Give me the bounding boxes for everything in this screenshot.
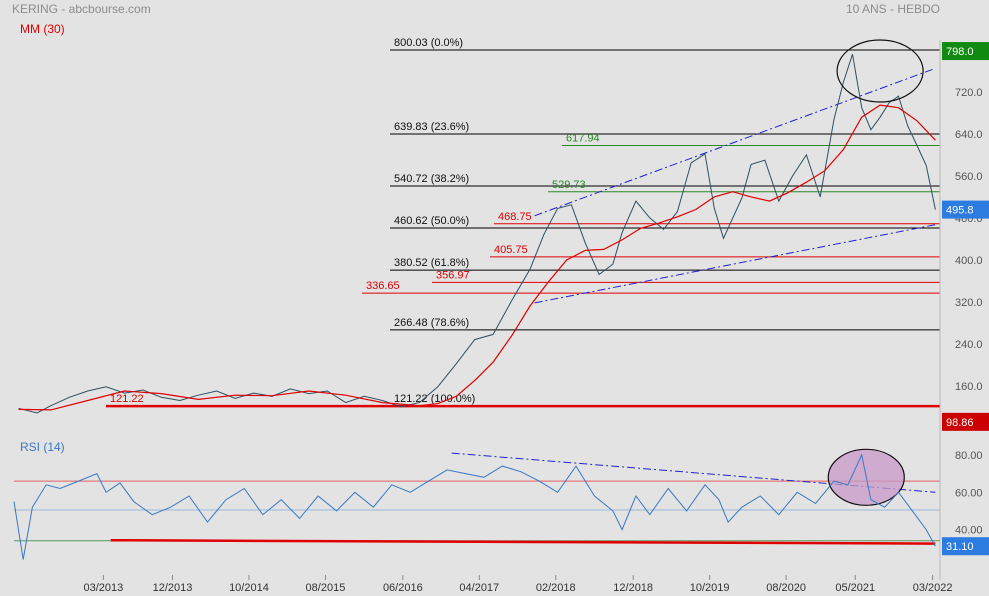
ma-legend: MM (30) <box>20 22 65 36</box>
support-label: 121.22 <box>110 393 144 405</box>
axes-layer: 720.0640.0560.0480.0400.0320.0240.0160.0… <box>83 40 989 594</box>
x-tick-label: 04/2017 <box>459 582 499 594</box>
price-tick-label: 640.0 <box>955 129 983 141</box>
price-tick-label: 240.0 <box>955 339 983 351</box>
fibonacci-label: 460.62 (50.0%) <box>394 215 469 227</box>
fibonacci-label: 800.03 (0.0%) <box>394 37 463 49</box>
price-highlight-ellipse <box>836 39 924 103</box>
support-label: 617.94 <box>566 133 600 145</box>
fibonacci-label: 380.52 (61.8%) <box>394 257 469 269</box>
price-tick-label: 400.0 <box>955 255 983 267</box>
x-tick-label: 03/2013 <box>83 582 123 594</box>
x-tick-label: 10/2019 <box>690 582 730 594</box>
price-series-line <box>18 54 936 414</box>
price-high-badge: 798.0 <box>946 46 974 58</box>
price-tick-label: 320.0 <box>955 297 983 309</box>
fibonacci-label: 266.48 (78.6%) <box>394 317 469 329</box>
x-tick-label: 02/2018 <box>536 582 576 594</box>
rsi-support-trendline <box>110 538 936 545</box>
support-label: 405.75 <box>494 244 528 256</box>
x-tick-label: 08/2020 <box>766 582 806 594</box>
x-tick-label: 12/2018 <box>613 582 653 594</box>
fibonacci-label: 639.83 (23.6%) <box>394 121 469 133</box>
rsi-last-badge: 31.10 <box>946 541 974 553</box>
price-trendline <box>534 224 936 304</box>
rsi-series-line <box>13 453 936 560</box>
support-label: 468.75 <box>498 211 532 223</box>
rsi-tick-label: 60.00 <box>955 487 983 499</box>
series-layer <box>13 39 936 560</box>
rsi-legend: RSI (14) <box>20 440 65 454</box>
x-tick-label: 12/2013 <box>153 582 193 594</box>
x-tick-label: 06/2016 <box>383 582 423 594</box>
price-tick-label: 160.0 <box>955 381 983 393</box>
rsi-tick-label: 40.00 <box>955 525 983 537</box>
support-label: 336.65 <box>366 280 400 292</box>
rsi-tick-label: 80.00 <box>955 450 983 462</box>
last-price-badge-bg <box>942 200 989 219</box>
price-trendline <box>534 67 936 217</box>
price-tick-label: 560.0 <box>955 171 983 183</box>
price-low-badge: 98.86 <box>946 417 974 429</box>
chart-period: 10 ANS - HEBDO <box>846 2 940 16</box>
support-label: 356.97 <box>436 269 470 281</box>
moving-average-line <box>18 104 936 411</box>
x-tick-label: 08/2015 <box>306 582 346 594</box>
rsi-last-badge-bg <box>942 537 989 556</box>
fibonacci-label: 121.22 (100.0%) <box>394 393 475 405</box>
support-label: 529.73 <box>552 179 586 191</box>
chart-title: KERING - abcbourse.com <box>12 2 151 16</box>
x-tick-label: 05/2021 <box>835 582 875 594</box>
fibonacci-label: 540.72 (38.2%) <box>394 173 469 185</box>
price-tick-label: 720.0 <box>955 87 983 99</box>
price-low-badge-bg <box>942 412 989 431</box>
last-price-badge: 495.8 <box>946 205 974 217</box>
x-tick-label: 03/2022 <box>913 582 953 594</box>
price-high-badge-bg <box>942 42 989 61</box>
levels-layer: 800.03 (0.0%) 639.83 (23.6%) 540.72 (38.2%… <box>14 37 940 545</box>
x-tick-label: 10/2014 <box>229 582 269 594</box>
